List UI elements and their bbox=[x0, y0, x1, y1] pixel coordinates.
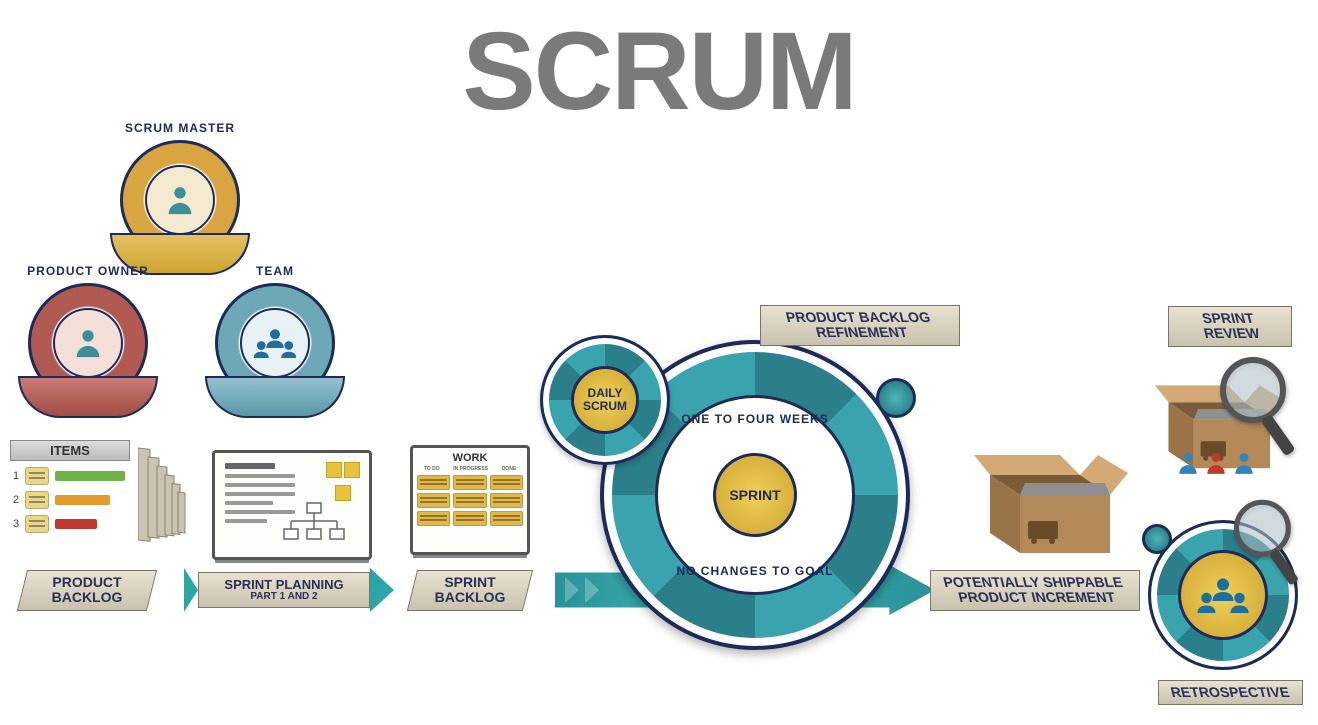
pb-card-icon bbox=[25, 515, 49, 533]
label-shippable: POTENTIALLY SHIPPABLE PRODUCT INCREMENT bbox=[930, 570, 1140, 611]
pb-bar bbox=[55, 495, 110, 505]
team-icon bbox=[250, 323, 300, 363]
label-sprint-backlog: SPRINT BACKLOG bbox=[407, 570, 533, 611]
role-label: TEAM bbox=[205, 264, 345, 278]
label-retrospective: RETROSPECTIVE bbox=[1158, 680, 1303, 705]
product-backlog-panel: ITEMS 1 2 3 bbox=[10, 440, 180, 560]
role-team: TEAM bbox=[205, 258, 345, 428]
col-label: TO DO bbox=[424, 466, 440, 472]
whiteboard-icon bbox=[212, 450, 372, 560]
sprint-arc-bottom: NO CHANGES TO GOAL bbox=[600, 564, 910, 578]
sprint-planning-sub: PART 1 AND 2 bbox=[250, 592, 317, 603]
person-icon bbox=[71, 326, 105, 360]
kanban-card-icon bbox=[490, 493, 523, 508]
pb-card-icon bbox=[25, 467, 49, 485]
sprint-planning-label: SPRINT PLANNING bbox=[224, 578, 343, 592]
col-label: DONE bbox=[502, 466, 516, 472]
person-icon bbox=[1231, 450, 1257, 476]
magnifier-icon bbox=[1232, 498, 1310, 593]
person-icon bbox=[163, 183, 197, 217]
role-label: PRODUCT OWNER bbox=[18, 264, 158, 278]
pb-bar bbox=[55, 471, 125, 481]
daily-scrum-bubble: DAILY SCRUM bbox=[540, 335, 670, 465]
label-pb-refinement: PRODUCT BACKLOG REFINEMENT bbox=[760, 305, 960, 346]
kanban-card-icon bbox=[453, 511, 486, 526]
kanban-card-icon bbox=[417, 475, 450, 490]
kanban-card-icon bbox=[453, 475, 486, 490]
label-product-backlog: PRODUCT BACKLOG bbox=[17, 570, 157, 611]
role-label: SCRUM MASTER bbox=[110, 121, 250, 135]
review-people bbox=[1175, 450, 1257, 476]
kanban-card-icon bbox=[490, 511, 523, 526]
shippable-box-icon bbox=[960, 425, 1130, 555]
flowchart-icon bbox=[279, 501, 349, 549]
sprint-hub: SPRINT bbox=[713, 453, 797, 537]
pb-tail-icon bbox=[138, 444, 192, 544]
person-icon bbox=[1203, 450, 1229, 476]
pb-bar bbox=[55, 519, 97, 529]
col-label: IN PROGRESS bbox=[453, 466, 488, 472]
kanban-card-icon bbox=[490, 475, 523, 490]
page-title: SCRUM bbox=[462, 8, 855, 135]
pb-header: ITEMS bbox=[10, 440, 130, 461]
kanban-header: WORK bbox=[417, 452, 523, 464]
label-sprint-review: SPRINT REVIEW bbox=[1168, 306, 1292, 347]
role-product-owner: PRODUCT OWNER bbox=[18, 258, 158, 428]
kanban-card-icon bbox=[417, 493, 450, 508]
kanban-card-icon bbox=[417, 511, 450, 526]
pb-card-icon bbox=[25, 491, 49, 509]
sprint-backlog-board: WORK TO DO IN PROGRESS DONE bbox=[410, 445, 530, 555]
arrow-sprint-planning: SPRINT PLANNING PART 1 AND 2 bbox=[184, 568, 394, 612]
daily-scrum-label: DAILY SCRUM bbox=[571, 366, 639, 434]
person-icon bbox=[1175, 450, 1201, 476]
magnifier-icon bbox=[1218, 355, 1308, 465]
kanban-card-icon bbox=[453, 493, 486, 508]
